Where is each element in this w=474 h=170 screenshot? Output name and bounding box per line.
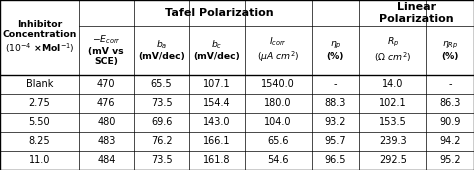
Text: 76.2: 76.2 (151, 137, 173, 146)
Text: $\eta_p$
(%): $\eta_p$ (%) (327, 40, 344, 61)
Text: 5.50: 5.50 (28, 117, 50, 127)
Text: 292.5: 292.5 (379, 156, 407, 165)
Text: $I_{corr}$
$(\mu A\ cm^2)$: $I_{corr}$ $(\mu A\ cm^2)$ (257, 36, 299, 64)
Text: 239.3: 239.3 (379, 137, 407, 146)
Text: 166.1: 166.1 (203, 137, 231, 146)
Text: $-E_{corr}$
(mV vs
SCE): $-E_{corr}$ (mV vs SCE) (89, 34, 124, 66)
Text: 470: 470 (97, 79, 116, 89)
Text: 107.1: 107.1 (203, 79, 231, 89)
Text: 69.6: 69.6 (151, 117, 172, 127)
Text: 1540.0: 1540.0 (261, 79, 295, 89)
Text: 93.2: 93.2 (325, 117, 346, 127)
Text: 2.75: 2.75 (28, 98, 50, 108)
Text: 161.8: 161.8 (203, 156, 231, 165)
Text: 65.5: 65.5 (151, 79, 173, 89)
Text: 96.5: 96.5 (325, 156, 346, 165)
Text: Linear
Polarization: Linear Polarization (379, 2, 454, 24)
Text: 483: 483 (97, 137, 116, 146)
Text: -: - (448, 79, 452, 89)
Text: Inhibitor
Concentration
$(10^{-4}$ ×Mol$^{-1})$: Inhibitor Concentration $(10^{-4}$ ×Mol$… (2, 20, 76, 55)
Text: 95.7: 95.7 (325, 137, 346, 146)
Text: $\eta_{Rp}$
(%): $\eta_{Rp}$ (%) (441, 40, 459, 61)
Text: Tafel Polarization: Tafel Polarization (164, 8, 273, 18)
Text: $b_c$
(mV/dec): $b_c$ (mV/dec) (193, 39, 240, 61)
Text: 54.6: 54.6 (267, 156, 289, 165)
Text: 154.4: 154.4 (203, 98, 231, 108)
Text: 153.5: 153.5 (379, 117, 407, 127)
Text: 88.3: 88.3 (325, 98, 346, 108)
Text: 11.0: 11.0 (28, 156, 50, 165)
Text: -: - (334, 79, 337, 89)
Text: 86.3: 86.3 (439, 98, 461, 108)
Text: 180.0: 180.0 (264, 98, 292, 108)
Text: Blank: Blank (26, 79, 53, 89)
Text: 95.2: 95.2 (439, 156, 461, 165)
Text: 73.5: 73.5 (151, 156, 173, 165)
Text: $b_a$
(mV/dec): $b_a$ (mV/dec) (138, 39, 185, 61)
Text: 94.2: 94.2 (439, 137, 461, 146)
Text: 143.0: 143.0 (203, 117, 231, 127)
Text: 102.1: 102.1 (379, 98, 407, 108)
Text: 8.25: 8.25 (28, 137, 50, 146)
Text: $R_p$
$(\Omega\ cm^2)$: $R_p$ $(\Omega\ cm^2)$ (374, 36, 411, 64)
Text: 104.0: 104.0 (264, 117, 292, 127)
Text: 476: 476 (97, 98, 116, 108)
Text: 484: 484 (97, 156, 116, 165)
Text: 480: 480 (97, 117, 116, 127)
Text: 73.5: 73.5 (151, 98, 173, 108)
Text: 65.6: 65.6 (267, 137, 289, 146)
Text: 14.0: 14.0 (382, 79, 403, 89)
Text: 90.9: 90.9 (439, 117, 461, 127)
